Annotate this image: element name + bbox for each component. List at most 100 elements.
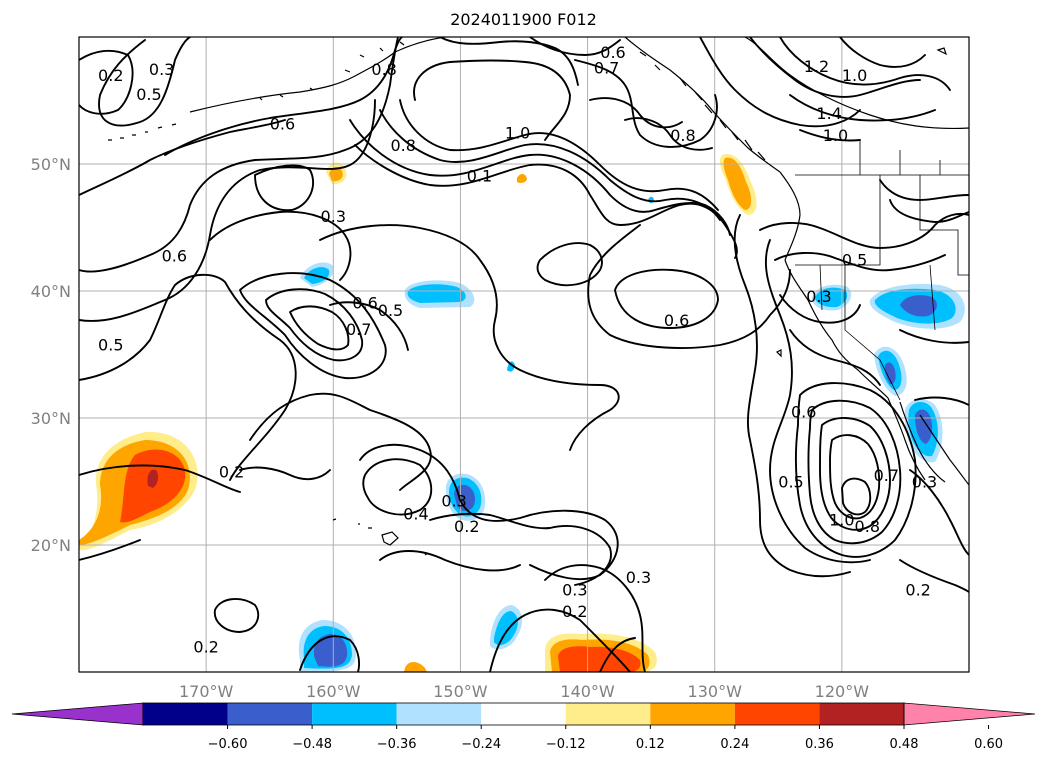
- contour-line: [98, 37, 191, 127]
- contour-line: [429, 512, 612, 586]
- contour-label: 0.6: [664, 311, 689, 330]
- colorbar-tick-label: 0.48: [890, 737, 919, 752]
- contour-label: 0.5: [778, 473, 803, 492]
- contour-label: 0.2: [905, 580, 930, 599]
- colorbar-extension-high: [903, 702, 1036, 726]
- contour-label: 0.8: [371, 60, 396, 79]
- colorbar-swatch: [143, 703, 228, 725]
- latitude-label: 30°N: [31, 409, 71, 428]
- contour-line: [807, 399, 902, 545]
- colorbar-tick-label: 0.12: [636, 737, 665, 752]
- contour-line: [254, 164, 315, 212]
- contour-line: [213, 598, 260, 633]
- contour-label: 0.3: [321, 207, 346, 226]
- negative-anomaly-blob: [900, 295, 937, 317]
- contour-line: [529, 37, 621, 56]
- contour-line: [299, 635, 360, 672]
- colorbar-tick-label: −0.24: [461, 737, 501, 752]
- positive-anomaly-blob: [558, 646, 641, 672]
- contour-line: [624, 117, 713, 151]
- contour-line: [79, 464, 241, 493]
- longitude-label: 130°W: [688, 682, 743, 701]
- contour-line: [879, 179, 969, 201]
- colorbar-swatch: [819, 703, 904, 725]
- contour-label: 0.3: [441, 492, 466, 511]
- contour-line: [789, 329, 881, 386]
- contour-label: 0.8: [670, 126, 695, 145]
- contour-label: 0.5: [98, 335, 123, 354]
- contour-line: [899, 559, 969, 593]
- contour-label: 0.7: [594, 58, 619, 77]
- colorbar-tick-label: −0.48: [292, 737, 332, 752]
- longitude-label: 150°W: [433, 682, 488, 701]
- colorbar-tick-label: 0.36: [805, 737, 834, 752]
- colorbar-tick-label: −0.36: [377, 737, 417, 752]
- colorbar-swatch: [396, 703, 482, 725]
- contour-label: 1.4: [816, 104, 841, 123]
- contour-line: [829, 434, 881, 520]
- latitude-label: 20°N: [31, 536, 71, 555]
- contour-label: 0.5: [378, 301, 403, 320]
- contour-line: [774, 252, 946, 272]
- positive-anomaly-blob: [404, 662, 427, 672]
- longitude-labels: 170°W 160°W 150°W 140°W 130°W 120°W: [179, 682, 869, 701]
- contour-line: [489, 608, 631, 672]
- negative-anomaly-blob: [494, 611, 518, 646]
- contour-line: [265, 288, 363, 362]
- contour-line: [289, 305, 350, 351]
- contour-label: 0.3: [562, 580, 587, 599]
- positive-anomaly-blob: [723, 157, 752, 210]
- contour-label: 0.5: [136, 85, 161, 104]
- contour-line: [79, 273, 297, 481]
- contour-label: 0.4: [403, 504, 428, 523]
- contour-line: [79, 99, 376, 322]
- contour-line: [79, 37, 399, 273]
- longitude-label: 140°W: [560, 682, 615, 701]
- contour-line: [909, 469, 969, 556]
- contour-label: 0.1: [467, 166, 492, 185]
- contour-line: [79, 119, 286, 196]
- contour-label: 0.3: [912, 473, 937, 492]
- longitude-label: 120°W: [815, 682, 870, 701]
- map-title: 2024011900 F012: [450, 10, 597, 29]
- contour-line: [379, 109, 721, 221]
- colorbar-extension-low: [11, 702, 144, 726]
- contour-line: [79, 49, 134, 115]
- contour-label: 1.0: [842, 66, 867, 85]
- contour-label: 0.8: [855, 517, 880, 536]
- contour-line: [439, 37, 579, 86]
- contour-label: 1.2: [804, 57, 829, 76]
- contour-line: [79, 539, 141, 561]
- contour-line: [889, 199, 969, 223]
- positive-anomaly-blob: [147, 469, 159, 488]
- contour-line: [319, 224, 620, 451]
- anomaly-shading: [79, 154, 965, 672]
- map-frame: [78, 36, 970, 673]
- negative-anomaly-blob: [815, 287, 848, 308]
- colorbar-swatch: [565, 703, 651, 725]
- contour-label: 0.2: [219, 462, 244, 481]
- contour-line: [819, 417, 891, 531]
- negative-anomaly-blob: [454, 484, 476, 512]
- contour-line: [587, 224, 791, 349]
- contour-line: [914, 396, 969, 406]
- negative-anomaly-blob: [313, 634, 348, 667]
- longitude-label: 170°W: [179, 682, 234, 701]
- colorbar-swatch: [312, 703, 397, 725]
- longitude-label: 160°W: [306, 682, 361, 701]
- contour-line: [536, 242, 603, 287]
- contour-label: 0.2: [98, 66, 123, 85]
- contour-label: 1.0: [823, 126, 848, 145]
- contour-line: [589, 97, 683, 129]
- contour-line: [839, 37, 926, 68]
- contour-line: [759, 212, 969, 249]
- contour-line: [699, 37, 861, 128]
- contour-label: 0.3: [626, 568, 651, 587]
- positive-anomaly-blob: [329, 166, 343, 182]
- contour-label: 0.2: [193, 638, 218, 657]
- contour-line: [354, 144, 738, 259]
- contour-line: [544, 564, 646, 672]
- contour-label: 0.8: [390, 136, 415, 155]
- contour-label: 0.2: [562, 602, 587, 621]
- latitude-label: 50°N: [31, 155, 71, 174]
